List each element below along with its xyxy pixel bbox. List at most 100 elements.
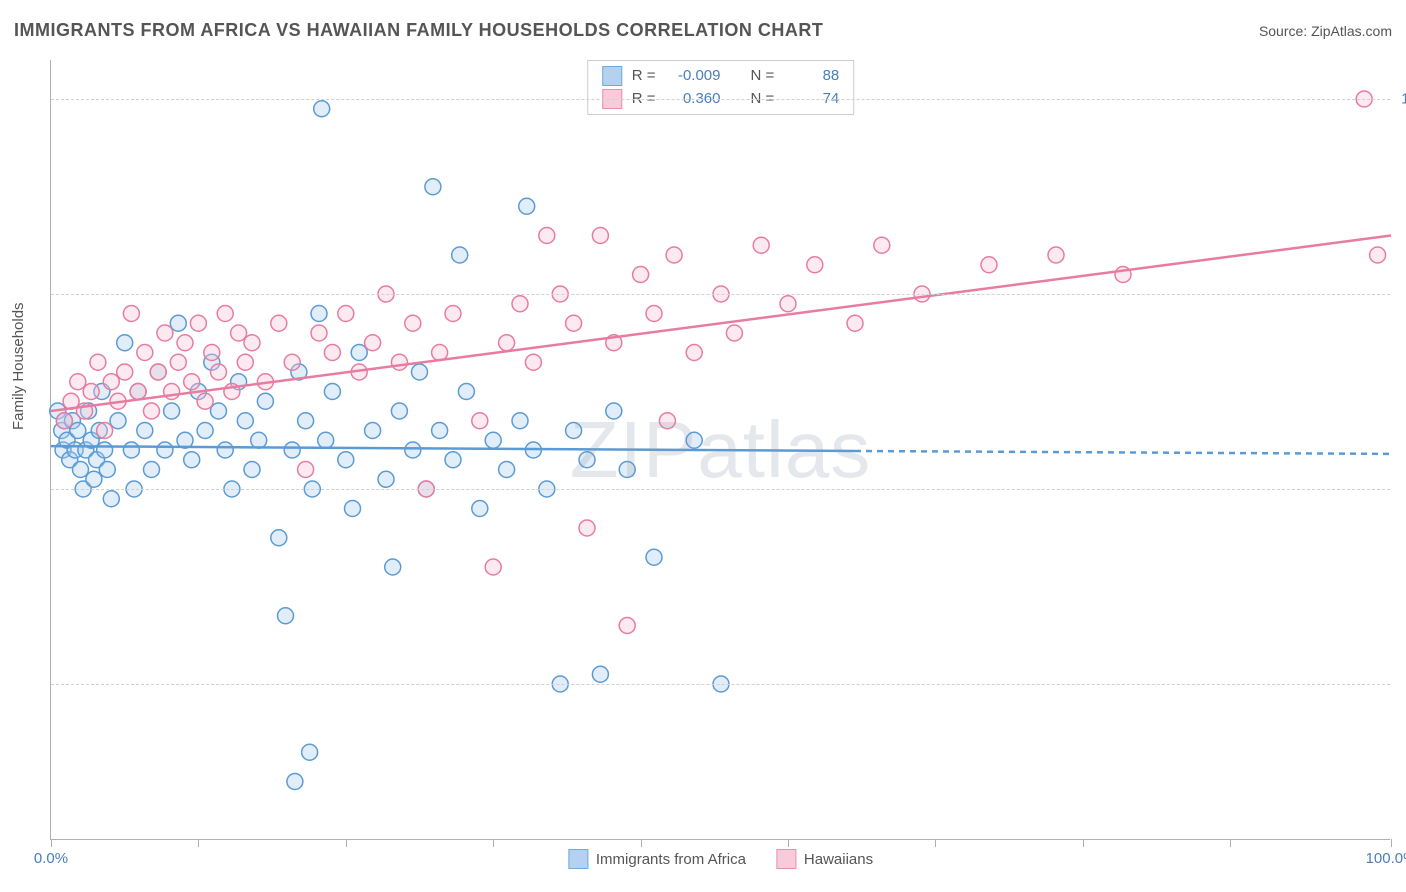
scatter-point-hawaiians bbox=[499, 335, 515, 351]
x-tick-label: 100.0% bbox=[1366, 850, 1406, 867]
scatter-point-africa bbox=[97, 442, 113, 458]
y-tick-label: 80.0% bbox=[1397, 286, 1406, 303]
chart-header: IMMIGRANTS FROM AFRICA VS HAWAIIAN FAMIL… bbox=[14, 20, 1392, 41]
scatter-point-africa bbox=[314, 101, 330, 117]
scatter-point-hawaiians bbox=[981, 257, 997, 273]
scatter-point-hawaiians bbox=[97, 423, 113, 439]
scatter-point-africa bbox=[137, 423, 153, 439]
y-tick-label: 40.0% bbox=[1397, 676, 1406, 693]
scatter-point-hawaiians bbox=[103, 374, 119, 390]
scatter-point-africa bbox=[425, 179, 441, 195]
scatter-point-hawaiians bbox=[633, 267, 649, 283]
scatter-point-hawaiians bbox=[666, 247, 682, 263]
scatter-point-africa bbox=[244, 462, 260, 478]
scatter-point-hawaiians bbox=[619, 618, 635, 634]
legend-swatch-africa bbox=[568, 849, 588, 869]
scatter-point-africa bbox=[592, 666, 608, 682]
scatter-point-africa bbox=[164, 403, 180, 419]
scatter-point-africa bbox=[103, 491, 119, 507]
scatter-point-hawaiians bbox=[123, 306, 139, 322]
legend-swatch-hawaiians bbox=[776, 849, 796, 869]
scatter-point-africa bbox=[345, 501, 361, 517]
scatter-point-africa bbox=[378, 471, 394, 487]
scatter-point-africa bbox=[686, 432, 702, 448]
scatter-point-hawaiians bbox=[197, 393, 213, 409]
scatter-point-hawaiians bbox=[485, 559, 501, 575]
scatter-point-africa bbox=[619, 462, 635, 478]
scatter-point-africa bbox=[197, 423, 213, 439]
x-tick bbox=[346, 839, 347, 847]
scatter-point-africa bbox=[405, 442, 421, 458]
scatter-point-africa bbox=[123, 442, 139, 458]
trend-line-ext-africa bbox=[855, 451, 1391, 454]
scatter-point-hawaiians bbox=[405, 315, 421, 331]
scatter-point-hawaiians bbox=[244, 335, 260, 351]
y-tick-label: 60.0% bbox=[1397, 481, 1406, 498]
scatter-point-hawaiians bbox=[211, 364, 227, 380]
source-prefix: Source: bbox=[1259, 23, 1311, 39]
scatter-point-africa bbox=[412, 364, 428, 380]
scatter-point-hawaiians bbox=[365, 335, 381, 351]
scatter-point-africa bbox=[117, 335, 133, 351]
scatter-point-hawaiians bbox=[807, 257, 823, 273]
scatter-point-hawaiians bbox=[874, 237, 890, 253]
y-tick-label: 100.0% bbox=[1397, 91, 1406, 108]
scatter-point-africa bbox=[298, 413, 314, 429]
scatter-point-africa bbox=[391, 403, 407, 419]
chart-title: IMMIGRANTS FROM AFRICA VS HAWAIIAN FAMIL… bbox=[14, 20, 823, 41]
scatter-point-hawaiians bbox=[70, 374, 86, 390]
scatter-point-africa bbox=[70, 423, 86, 439]
scatter-point-hawaiians bbox=[144, 403, 160, 419]
scatter-point-hawaiians bbox=[592, 228, 608, 244]
scatter-point-africa bbox=[287, 774, 303, 790]
bottom-legend: Immigrants from Africa Hawaiians bbox=[568, 849, 873, 869]
x-tick bbox=[51, 839, 52, 847]
scatter-point-hawaiians bbox=[117, 364, 133, 380]
scatter-point-africa bbox=[485, 432, 501, 448]
scatter-point-africa bbox=[324, 384, 340, 400]
gridline-h bbox=[51, 294, 1390, 295]
source-name: ZipAtlas.com bbox=[1311, 23, 1392, 39]
scatter-point-africa bbox=[385, 559, 401, 575]
scatter-point-africa bbox=[472, 501, 488, 517]
n-label: N = bbox=[751, 65, 775, 88]
scatter-point-hawaiians bbox=[157, 325, 173, 341]
legend-label-hawaiians: Hawaiians bbox=[804, 851, 873, 868]
scatter-point-hawaiians bbox=[184, 374, 200, 390]
y-axis-label: Family Households bbox=[10, 302, 27, 430]
scatter-point-africa bbox=[499, 462, 515, 478]
trend-line-hawaiians bbox=[51, 236, 1391, 412]
scatter-point-africa bbox=[72, 462, 88, 478]
scatter-point-hawaiians bbox=[753, 237, 769, 253]
scatter-point-hawaiians bbox=[566, 315, 582, 331]
scatter-point-africa bbox=[184, 452, 200, 468]
scatter-point-hawaiians bbox=[231, 325, 247, 341]
scatter-point-africa bbox=[452, 247, 468, 263]
scatter-point-hawaiians bbox=[525, 354, 541, 370]
scatter-point-hawaiians bbox=[56, 413, 72, 429]
scatter-point-africa bbox=[458, 384, 474, 400]
scatter-point-africa bbox=[646, 549, 662, 565]
scatter-point-hawaiians bbox=[150, 364, 166, 380]
scatter-point-hawaiians bbox=[170, 354, 186, 370]
scatter-point-hawaiians bbox=[324, 345, 340, 361]
gridline-h bbox=[51, 99, 1390, 100]
scatter-point-hawaiians bbox=[1370, 247, 1386, 263]
scatter-point-africa bbox=[318, 432, 334, 448]
scatter-point-africa bbox=[271, 530, 287, 546]
scatter-point-africa bbox=[110, 413, 126, 429]
scatter-point-hawaiians bbox=[646, 306, 662, 322]
scatter-point-hawaiians bbox=[90, 354, 106, 370]
scatter-point-hawaiians bbox=[298, 462, 314, 478]
scatter-point-hawaiians bbox=[311, 325, 327, 341]
legend-item-africa: Immigrants from Africa bbox=[568, 849, 746, 869]
scatter-point-africa bbox=[211, 403, 227, 419]
scatter-point-africa bbox=[519, 198, 535, 214]
scatter-point-hawaiians bbox=[130, 384, 146, 400]
scatter-point-africa bbox=[170, 315, 186, 331]
scatter-point-africa bbox=[445, 452, 461, 468]
scatter-point-hawaiians bbox=[445, 306, 461, 322]
gridline-h bbox=[51, 684, 1390, 685]
scatter-point-africa bbox=[251, 432, 267, 448]
r-label: R = bbox=[632, 65, 656, 88]
